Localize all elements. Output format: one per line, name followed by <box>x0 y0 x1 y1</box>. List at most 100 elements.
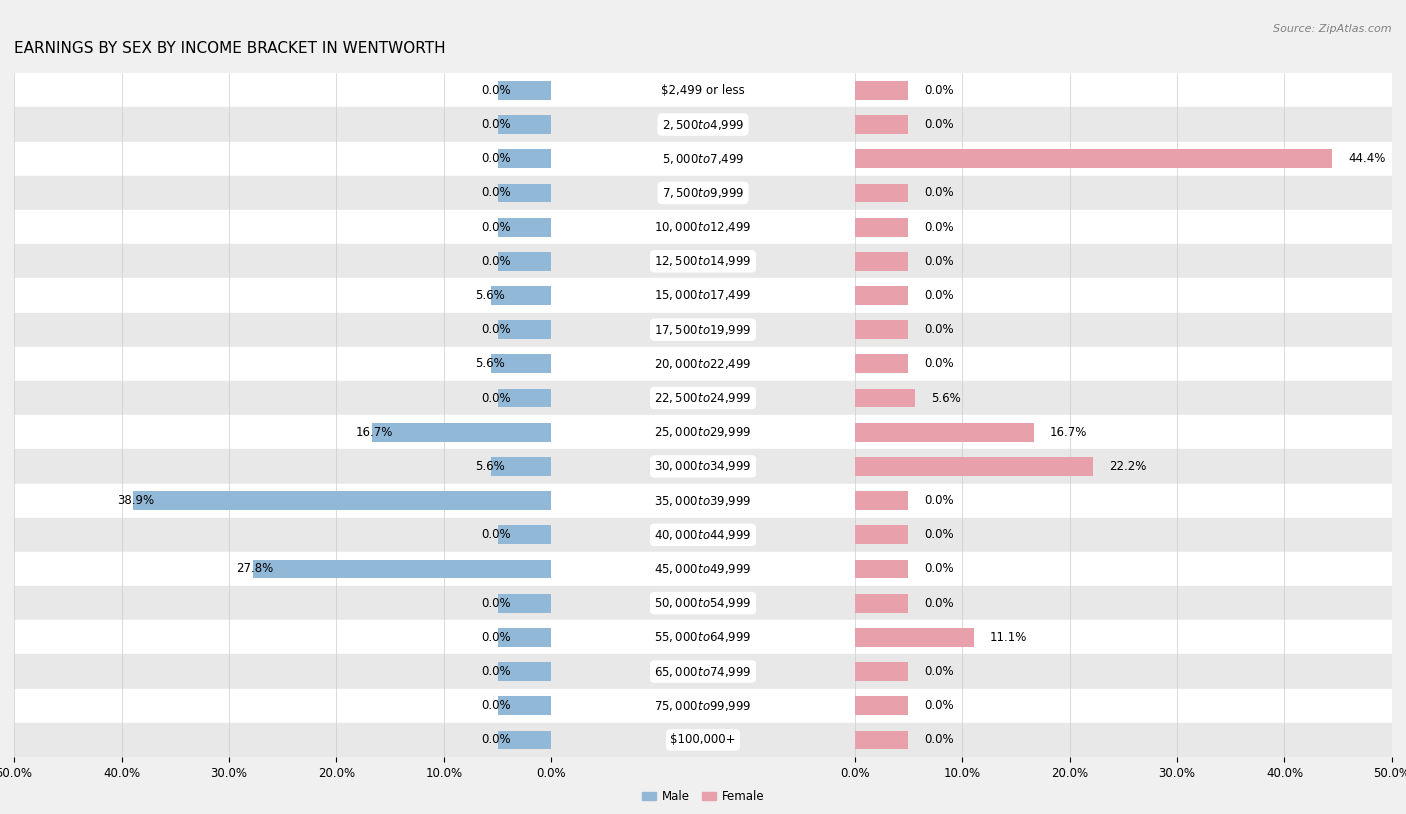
Bar <box>855 149 1331 168</box>
Bar <box>855 183 908 203</box>
Bar <box>14 518 551 552</box>
Bar <box>551 313 855 347</box>
Text: $2,499 or less: $2,499 or less <box>661 84 745 97</box>
Bar <box>491 457 551 476</box>
Bar <box>551 449 855 484</box>
Bar <box>855 518 1392 552</box>
Bar <box>551 586 855 620</box>
Bar <box>855 559 908 579</box>
Bar <box>498 81 551 100</box>
Bar <box>491 286 551 305</box>
Text: 5.6%: 5.6% <box>475 357 505 370</box>
Bar <box>14 210 551 244</box>
Bar <box>855 689 1392 723</box>
Bar <box>14 244 551 278</box>
Bar <box>498 525 551 545</box>
Bar <box>14 176 551 210</box>
Bar <box>551 620 855 654</box>
Bar <box>14 586 551 620</box>
Bar <box>551 484 855 518</box>
Bar <box>498 149 551 168</box>
Text: 16.7%: 16.7% <box>356 426 394 439</box>
Bar <box>855 313 1392 347</box>
Text: 0.0%: 0.0% <box>924 84 955 97</box>
Bar <box>14 381 551 415</box>
Bar <box>855 484 1392 518</box>
Bar <box>551 142 855 176</box>
Text: 0.0%: 0.0% <box>482 255 512 268</box>
Text: $15,000 to $17,499: $15,000 to $17,499 <box>654 288 752 303</box>
Bar <box>855 491 908 510</box>
Bar <box>855 278 1392 313</box>
Bar <box>855 730 908 750</box>
Bar <box>855 449 1392 484</box>
Text: $45,000 to $49,999: $45,000 to $49,999 <box>654 562 752 576</box>
Text: 0.0%: 0.0% <box>482 699 512 712</box>
Text: $5,000 to $7,499: $5,000 to $7,499 <box>662 151 744 166</box>
Text: 0.0%: 0.0% <box>482 392 512 405</box>
Bar <box>855 176 1392 210</box>
Bar <box>551 689 855 723</box>
Bar <box>855 723 1392 757</box>
Text: 0.0%: 0.0% <box>924 357 955 370</box>
Text: 0.0%: 0.0% <box>482 84 512 97</box>
Bar <box>14 142 551 176</box>
Bar <box>855 107 1392 142</box>
Bar <box>498 696 551 716</box>
Text: $25,000 to $29,999: $25,000 to $29,999 <box>654 425 752 440</box>
Bar <box>498 183 551 203</box>
Bar <box>253 559 551 579</box>
Bar <box>551 210 855 244</box>
Bar <box>551 107 855 142</box>
Text: $40,000 to $44,999: $40,000 to $44,999 <box>654 527 752 542</box>
Text: $50,000 to $54,999: $50,000 to $54,999 <box>654 596 752 610</box>
Bar <box>14 313 551 347</box>
Text: $55,000 to $64,999: $55,000 to $64,999 <box>654 630 752 645</box>
Text: 0.0%: 0.0% <box>924 186 955 199</box>
Text: 5.6%: 5.6% <box>931 392 960 405</box>
Text: $7,500 to $9,999: $7,500 to $9,999 <box>662 186 744 200</box>
Text: 0.0%: 0.0% <box>482 528 512 541</box>
Text: 44.4%: 44.4% <box>1348 152 1385 165</box>
Bar <box>551 244 855 278</box>
Text: 16.7%: 16.7% <box>1050 426 1088 439</box>
Text: $12,500 to $14,999: $12,500 to $14,999 <box>654 254 752 269</box>
Text: 0.0%: 0.0% <box>482 597 512 610</box>
Text: 27.8%: 27.8% <box>236 562 274 575</box>
Text: 11.1%: 11.1% <box>990 631 1028 644</box>
Bar <box>855 586 1392 620</box>
Text: 0.0%: 0.0% <box>482 631 512 644</box>
Text: 0.0%: 0.0% <box>924 733 955 746</box>
Text: $65,000 to $74,999: $65,000 to $74,999 <box>654 664 752 679</box>
Text: $100,000+: $100,000+ <box>671 733 735 746</box>
Bar <box>855 662 908 681</box>
Text: 0.0%: 0.0% <box>924 665 955 678</box>
Bar <box>14 73 551 107</box>
Legend: Male, Female: Male, Female <box>637 786 769 808</box>
Text: $10,000 to $12,499: $10,000 to $12,499 <box>654 220 752 234</box>
Bar <box>855 696 908 716</box>
Bar <box>498 217 551 237</box>
Text: 0.0%: 0.0% <box>924 221 955 234</box>
Text: 0.0%: 0.0% <box>482 323 512 336</box>
Bar <box>855 347 1392 381</box>
Bar <box>855 422 1033 442</box>
Bar <box>855 81 908 100</box>
Bar <box>498 593 551 613</box>
Text: $30,000 to $34,999: $30,000 to $34,999 <box>654 459 752 474</box>
Bar <box>14 484 551 518</box>
Text: 0.0%: 0.0% <box>924 597 955 610</box>
Bar <box>14 552 551 586</box>
Text: 0.0%: 0.0% <box>482 152 512 165</box>
Text: 0.0%: 0.0% <box>924 255 955 268</box>
Bar <box>855 320 908 339</box>
Text: 5.6%: 5.6% <box>475 460 505 473</box>
Bar <box>14 689 551 723</box>
Text: 0.0%: 0.0% <box>924 494 955 507</box>
Text: 0.0%: 0.0% <box>924 323 955 336</box>
Bar <box>14 654 551 689</box>
Text: $22,500 to $24,999: $22,500 to $24,999 <box>654 391 752 405</box>
Bar <box>498 628 551 647</box>
Bar <box>855 388 915 408</box>
Bar <box>373 422 551 442</box>
